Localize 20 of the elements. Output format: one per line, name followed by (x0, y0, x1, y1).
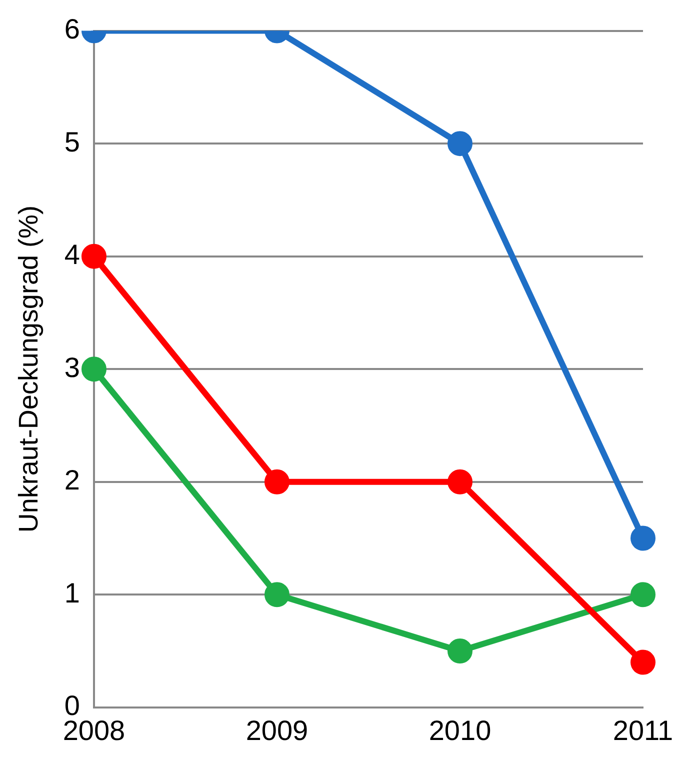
x-tick-label: 2010 (428, 714, 492, 746)
point (264, 582, 290, 608)
y-tick-label: 6 (64, 14, 80, 45)
point (264, 469, 290, 494)
y-tick-label: 4 (64, 239, 80, 270)
point (630, 650, 656, 675)
point (630, 582, 656, 608)
x-tick-label: 2009 (246, 714, 308, 746)
point (447, 638, 472, 664)
point (447, 131, 472, 156)
y-tick-label: 3 (64, 352, 80, 383)
point (81, 356, 106, 382)
x-tick-label: 2011 (612, 714, 674, 746)
point (447, 469, 472, 494)
y-tick-label: 1 (64, 577, 80, 608)
y-axis-title: Unkraut-Deckungsgrad (%) (14, 206, 44, 533)
y-tick-label: 5 (64, 126, 80, 158)
point (81, 244, 106, 269)
y-tick-label: 2 (64, 464, 80, 496)
point (630, 526, 656, 551)
